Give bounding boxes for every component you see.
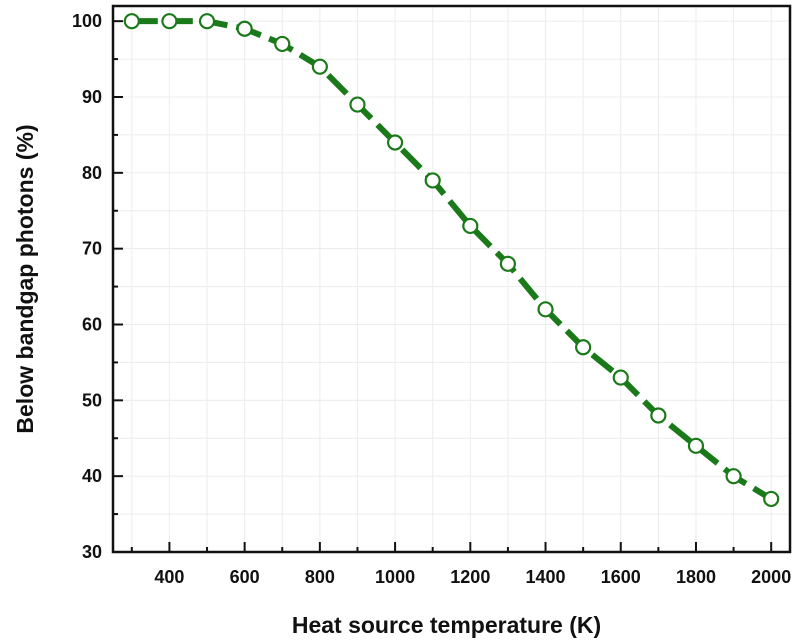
data-point bbox=[349, 96, 366, 113]
data-point bbox=[198, 13, 216, 30]
y-tick-label: 100 bbox=[72, 11, 102, 31]
grid-lines bbox=[113, 6, 790, 552]
y-tick-label: 30 bbox=[82, 542, 102, 562]
data-point bbox=[687, 437, 705, 454]
data-point bbox=[725, 468, 742, 485]
data-point bbox=[612, 369, 629, 386]
data-point bbox=[424, 172, 441, 189]
x-tick-label: 400 bbox=[154, 567, 184, 587]
plot-frame bbox=[111, 4, 792, 554]
x-tick-label: 1600 bbox=[601, 567, 641, 587]
x-tick-label: 2000 bbox=[751, 567, 791, 587]
series-layer bbox=[123, 13, 780, 508]
x-tick-label: 1200 bbox=[450, 567, 490, 587]
y-tick-label: 80 bbox=[82, 163, 102, 183]
y-tick-label: 60 bbox=[82, 315, 102, 335]
y-tick-label: 90 bbox=[82, 87, 102, 107]
data-point bbox=[236, 20, 253, 37]
data-point bbox=[161, 13, 178, 30]
data-point bbox=[537, 301, 554, 318]
y-axis-ticks: 30 40 50 60 70 80 90 100 bbox=[72, 11, 123, 562]
data-point bbox=[763, 490, 780, 508]
x-axis-title: Heat source temperature (K) bbox=[292, 612, 601, 638]
x-tick-label: 600 bbox=[230, 567, 260, 587]
x-tick-label: 1400 bbox=[526, 567, 566, 587]
x-axis-ticks: 400 600 800 1000 1200 1400 1600 1800 2000 bbox=[130, 542, 791, 587]
y-tick-label: 40 bbox=[82, 466, 102, 486]
y-tick-label: 50 bbox=[82, 390, 102, 410]
data-point bbox=[650, 407, 667, 424]
y-tick-label: 70 bbox=[82, 239, 102, 259]
data-point bbox=[274, 35, 291, 53]
y-axis-title: Below bandgap photons (%) bbox=[12, 124, 38, 433]
x-tick-label: 1000 bbox=[375, 567, 415, 587]
data-point bbox=[575, 339, 592, 356]
x-tick-label: 1800 bbox=[676, 567, 716, 587]
data-point bbox=[462, 217, 479, 235]
data-point bbox=[123, 13, 140, 30]
data-point bbox=[311, 58, 328, 75]
x-tick-label: 800 bbox=[305, 567, 335, 587]
data-point bbox=[499, 255, 517, 272]
data-point bbox=[386, 134, 404, 151]
